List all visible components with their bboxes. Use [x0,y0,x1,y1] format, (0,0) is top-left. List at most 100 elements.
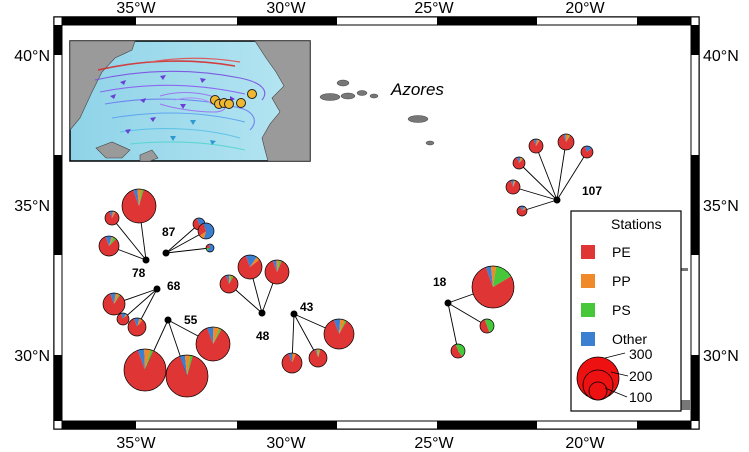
pie-slice-pe [309,349,327,367]
station-hub [162,249,170,257]
y-tick-label: 35°N [14,198,50,215]
pie-slice-pp [109,236,114,246]
pie-outline [127,317,147,337]
pie-slice-pp [137,189,142,206]
station-pie [123,348,167,392]
legend-label-other: Other [612,331,647,347]
pie-slice-pe [517,206,527,216]
pie-slice-pe [265,260,289,284]
pie-slice-pe [282,353,302,373]
station-pie [308,348,328,368]
pie-slice-ps [519,158,524,163]
pie-slice-pe [198,223,206,236]
pie-slice-ps [277,260,282,272]
pie-slice-pp [292,353,296,363]
pie-slice-ps [206,248,210,251]
pie-slice-pe [220,275,239,294]
pie-slice-other [179,355,187,376]
pie-slice-other [105,236,112,246]
station-cluster-68: 68 [102,279,181,337]
pie-outline [104,210,120,226]
pie-slice-pe [123,350,166,391]
station-pie [323,318,355,350]
pie-outline [205,243,215,253]
pie-outline [102,292,126,316]
station-pie [281,352,303,374]
pie-outline [528,138,544,154]
station-hub [164,316,172,324]
pie-slice-other [206,244,214,252]
cluster-label: 78 [132,266,146,280]
cluster-label: 55 [184,313,198,327]
pie-outline [237,254,263,280]
legend-swatch-ps [581,303,595,317]
cluster-spoke [521,199,558,212]
pie-outline [197,222,215,240]
pie-slice-pp [229,275,232,284]
x-tick-label: 20°W [565,0,605,17]
inset-map [69,40,311,162]
pie-slice-ps [339,320,347,334]
legend-size-circles [576,352,629,401]
azores-islands [319,79,435,146]
pie-slice-ps [493,266,512,287]
pie-slice-pp [519,157,523,163]
pie-slice-pp [565,134,570,142]
cluster-spoke [518,162,558,201]
y-tick-label: 35°N [703,198,739,215]
cluster-spoke [556,151,588,201]
pie-slice-other [333,319,341,334]
station-cluster-48: 48 [219,254,290,343]
pie-outline [165,354,209,398]
legend-size-label: 300 [629,346,653,362]
station-pie [98,235,120,257]
pie-outline [281,352,303,374]
x-tick-label: 30°W [266,0,306,17]
x-tick-label: 25°W [414,435,454,452]
station-pie [479,318,495,334]
pie-slice-ps [145,349,154,370]
pie-outline [512,156,526,170]
pie-slice-other [225,274,230,284]
pie-slice-pp [250,257,260,267]
cluster-spoke [122,288,158,320]
pie-outline [505,179,521,195]
station-hub [553,196,561,204]
pie-slice-ps [229,275,234,284]
coastline-fragments [678,268,690,410]
pie-slice-other [510,179,514,187]
pie-slice-other [207,327,214,344]
station-cluster-43: 43 [281,300,355,374]
pie-outline [219,274,239,294]
pie-outline [308,348,328,368]
pie-slice-pp [522,206,527,211]
pie-slice-pp [316,349,320,358]
station-hub [258,309,266,317]
station-cluster-18: 18 [433,265,515,359]
pie-slice-pe [529,139,544,153]
pie-slice-other [485,266,493,287]
cluster-label: 43 [300,300,314,314]
cluster-label: 107 [582,184,602,198]
pie-slice-ps [213,328,222,344]
pie-slice-pe [122,189,157,224]
pie-slice-ps [109,237,117,246]
station-pie [528,138,544,154]
pie-outline [195,326,231,362]
legend-label-ps: PS [612,302,631,318]
x-axis-labels-bottom: 35°W 30°W 25°W 20°W [116,435,605,452]
station-pie [102,292,126,316]
pie-slice-pp [276,260,280,272]
pie-slice-pe [98,236,119,256]
pie-slice-pe [557,134,574,150]
pie-slice-pp [213,327,220,344]
station-pie [505,179,521,195]
station-pie [580,145,594,159]
pie-slice-pe [513,157,526,169]
azores-label: Azores [390,80,444,99]
pie-slice-other [245,255,257,267]
pie-slice-ps [139,189,144,206]
legend-title: Stations [611,216,662,232]
cluster-spoke [512,186,558,201]
